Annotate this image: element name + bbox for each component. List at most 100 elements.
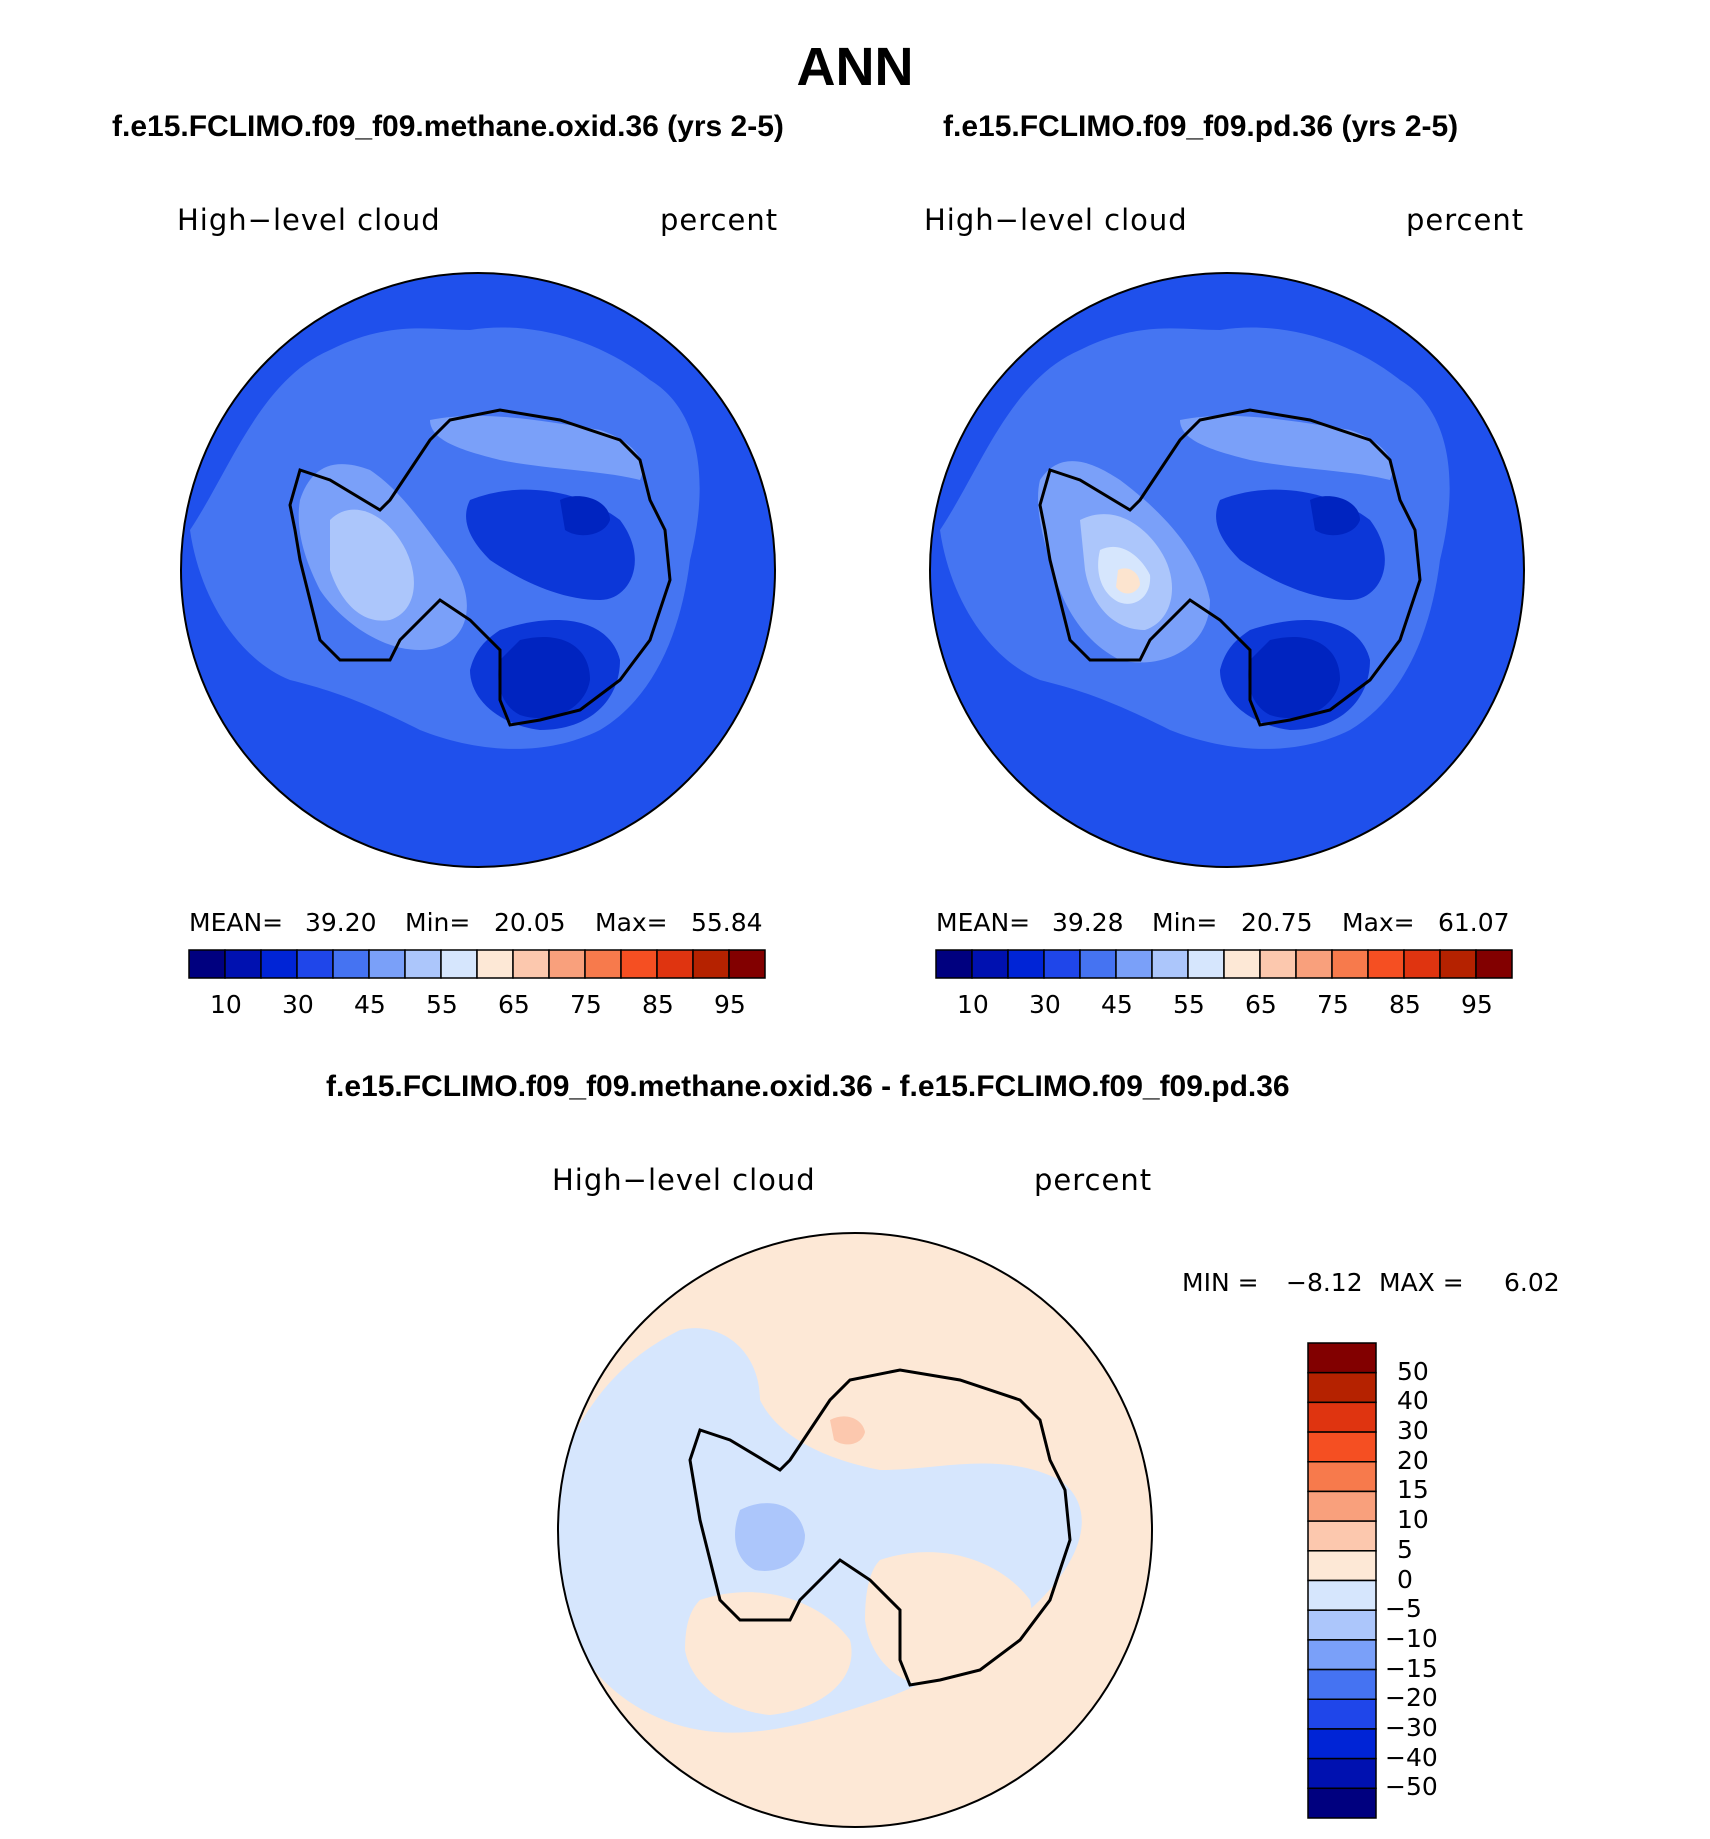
panel-2-colorbar-swatch [1115, 949, 1153, 979]
panel-2-colorbar-swatch [1295, 949, 1333, 979]
panel-1-colorbar-swatch [620, 949, 658, 979]
panel-1-map [181, 273, 775, 867]
panel-2-colorbar-swatch [1223, 949, 1261, 979]
panel-2-colorbar-tick-label: 45 [1101, 990, 1133, 1019]
panel-2-colorbar-tick-label: 55 [1173, 990, 1205, 1019]
panel-1-colorbar-tick-label: 85 [642, 990, 674, 1019]
panel-2-mean-value: 39.28 [1052, 908, 1124, 937]
panel-1-colorbar [188, 949, 766, 979]
panel-2-colorbar-tick-label: 75 [1317, 990, 1349, 1019]
figure-title: ANN [796, 37, 914, 97]
diff-max-value: 6.02 [1504, 1268, 1560, 1297]
panel-2-units-label: percent [1406, 203, 1525, 237]
diff-case-title: f.e15.FCLIMO.f09_f09.methane.oxid.36 - f… [326, 1070, 1290, 1103]
panel-1-colorbar-swatch [692, 949, 730, 979]
panel-2-case-title: f.e15.FCLIMO.f09_f09.pd.36 (yrs 2-5) [943, 110, 1459, 143]
diff-colorbar-tick-label: 20 [1397, 1445, 1429, 1475]
panel-1-colorbar-swatch [224, 949, 262, 979]
diff-map-border [557, 1232, 1153, 1828]
diff-colorbar-tick-label: 10 [1397, 1505, 1429, 1535]
panel-1-colorbar-swatch [188, 949, 226, 979]
panel-1-colorbar-tick-label: 75 [570, 990, 602, 1019]
panel-1-units-label: percent [660, 203, 779, 237]
panel-2-colorbar-swatch [1331, 949, 1369, 979]
panel-2-colorbar-tick-label: 85 [1389, 990, 1421, 1019]
diff-colorbar-swatch [1307, 1639, 1377, 1671]
diff-colorbar-tick-label: −40 [1385, 1742, 1438, 1772]
panel-2-colorbar-swatch [1475, 949, 1513, 979]
diff-units-label: percent [1034, 1163, 1153, 1197]
diff-colorbar-swatch [1307, 1668, 1377, 1700]
panel-2-colorbar-swatch [935, 949, 973, 979]
panel-2-min-label: Min= [1152, 908, 1218, 937]
panel-2-colorbar-swatch [1259, 949, 1297, 979]
panel-2-colorbar-swatch [1007, 949, 1045, 979]
panel-1-mean-label: MEAN= [189, 908, 284, 937]
diff-min-value: −8.12 [1286, 1268, 1363, 1297]
panel-2-colorbar-swatch [1151, 949, 1189, 979]
panel-1-colorbar-swatch [404, 949, 442, 979]
diff-colorbar-swatch [1307, 1401, 1377, 1433]
panel-1-colorbar-swatch [332, 949, 370, 979]
panel-1-min-value: 20.05 [494, 908, 566, 937]
panel-1-colorbar-tick-label: 55 [426, 990, 458, 1019]
panel-1-colorbar-tick-label: 10 [210, 990, 242, 1019]
diff-colorbar [1307, 1342, 1377, 1819]
diff-colorbar-tick-label: 30 [1397, 1416, 1429, 1446]
panel-2-colorbar-swatch [971, 949, 1009, 979]
panel-2-max-value: 61.07 [1438, 908, 1510, 937]
diff-colorbar-swatch [1307, 1431, 1377, 1463]
diff-colorbar-swatch [1307, 1609, 1377, 1641]
panel-2-colorbar-tick-label: 30 [1029, 990, 1061, 1019]
diff-colorbar-swatch [1307, 1698, 1377, 1730]
panel-1-variable-label: High−level cloud [177, 203, 441, 237]
panel-2-map-border [929, 272, 1525, 868]
panel-2-colorbar-tick-label: 10 [957, 990, 989, 1019]
panel-1-max-value: 55.84 [691, 908, 763, 937]
diff-colorbar-swatch [1307, 1490, 1377, 1522]
panel-2-colorbar [935, 949, 1513, 979]
panel-1-colorbar-tick-label: 95 [714, 990, 746, 1019]
diff-colorbar-swatch [1307, 1461, 1377, 1493]
panel-1-case-title: f.e15.FCLIMO.f09_f09.methane.oxid.36 (yr… [112, 110, 784, 143]
panel-2-colorbar-swatch [1079, 949, 1117, 979]
panel-2-colorbar-swatch [1187, 949, 1225, 979]
panel-2-colorbar-swatch [1439, 949, 1477, 979]
diff-map [558, 1233, 1152, 1827]
panel-1-colorbar-swatch [728, 949, 766, 979]
diff-colorbar-tick-label: −5 [1385, 1594, 1422, 1624]
diff-colorbar-tick-label: −15 [1385, 1653, 1438, 1683]
diff-colorbar-tick-label: −10 [1385, 1623, 1438, 1653]
panel-2-mean-label: MEAN= [936, 908, 1031, 937]
panel-1-colorbar-swatch [368, 949, 406, 979]
panel-2-max-label: Max= [1342, 908, 1415, 937]
diff-colorbar-swatch [1307, 1371, 1377, 1404]
panel-1-colorbar-swatch [584, 949, 622, 979]
panel-1-map-border [180, 272, 776, 868]
diff-colorbar-tick-label: 15 [1397, 1475, 1429, 1505]
panel-2-colorbar-swatch [1367, 949, 1405, 979]
diff-colorbar-tick-label: −50 [1385, 1772, 1438, 1802]
panel-1-colorbar-swatch [440, 949, 478, 979]
panel-1-colorbar-swatch [296, 949, 334, 979]
diff-colorbar-tick-label: 50 [1397, 1356, 1429, 1386]
diff-max-label: MAX = [1379, 1268, 1464, 1297]
panel-1-colorbar-tick-label: 30 [282, 990, 314, 1019]
panel-1-colorbar-swatch [260, 949, 298, 979]
diff-variable-label: High−level cloud [552, 1163, 816, 1197]
diff-colorbar-tick-label: 40 [1397, 1386, 1429, 1416]
panel-2-variable-label: High−level cloud [924, 203, 1188, 237]
panel-2-colorbar-tick-label: 95 [1461, 990, 1493, 1019]
panel-1-mean-value: 39.20 [305, 908, 377, 937]
panel-1-colorbar-swatch [476, 949, 514, 979]
diff-colorbar-swatch [1307, 1757, 1377, 1790]
diff-colorbar-swatch [1307, 1550, 1377, 1582]
panel-1-max-label: Max= [595, 908, 668, 937]
panel-1-min-label: Min= [405, 908, 471, 937]
panel-2-min-value: 20.75 [1241, 908, 1313, 937]
panel-2-colorbar-swatch [1043, 949, 1081, 979]
panel-2-map [930, 273, 1524, 867]
diff-colorbar-tick-label: 0 [1397, 1564, 1413, 1594]
diff-colorbar-swatch [1307, 1520, 1377, 1552]
